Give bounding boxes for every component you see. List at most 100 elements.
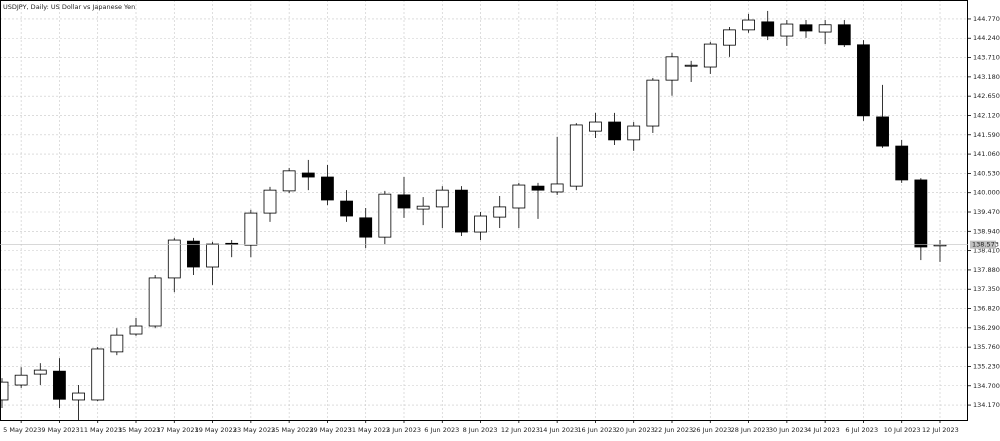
candle-body: [14, 374, 28, 386]
x-tick-label: 23 May 2023: [233, 426, 275, 434]
y-tick-label: 142.650: [973, 92, 1000, 100]
candle-body: [72, 392, 85, 401]
y-tick-label: 143.710: [973, 54, 1000, 62]
x-tick-label: 30 Jun 2023: [769, 426, 808, 434]
candle-body: [148, 277, 162, 327]
y-tick-label: 140.000: [973, 189, 1000, 197]
candle-body: [455, 189, 468, 233]
x-tick-label: 9 May 2023: [41, 426, 79, 434]
candle-body: [110, 334, 124, 353]
y-tick-label: 141.060: [973, 150, 1000, 158]
y-tick-label: 137.350: [973, 285, 1000, 293]
x-tick-label: 10 Jul 2023: [884, 426, 921, 434]
current-price-box: [970, 240, 996, 249]
y-tick-label: 141.590: [973, 131, 1000, 139]
candle-body: [321, 176, 334, 201]
candle-body: [531, 185, 545, 191]
candle-body: [397, 194, 411, 209]
candles: [0, 10, 947, 420]
candle-body: [761, 21, 775, 37]
current-price-label: 138.573: [972, 241, 999, 249]
y-tick-label: 138.410: [973, 247, 1000, 255]
candle-body: [167, 239, 181, 279]
y-tick-label: 144.240: [973, 34, 1000, 42]
y-tick-label: 135.230: [973, 362, 1000, 370]
y-tick-label: 137.880: [973, 266, 1000, 274]
x-tick-label: 8 Jun 2023: [463, 426, 498, 434]
x-tick-label: 12 Jun 2023: [501, 426, 540, 434]
candle-body: [627, 125, 641, 141]
x-tick-label: 25 May 2023: [271, 426, 313, 434]
x-tick-label: 19 May 2023: [195, 426, 237, 434]
candle-body: [282, 170, 296, 192]
x-tick-label: 28 Jun 2023: [731, 426, 770, 434]
candle-body: [91, 348, 105, 401]
candle-body: [550, 183, 564, 193]
candle-body: [646, 79, 660, 127]
x-tick-label: 14 Jun 2023: [539, 426, 578, 434]
y-tick-label: 138.940: [973, 227, 1000, 235]
candle-body: [723, 29, 736, 46]
candle-body: [857, 44, 870, 117]
candle-body: [474, 215, 487, 233]
y-tick-label: 139.470: [973, 208, 1000, 216]
candle-body: [742, 19, 755, 31]
grid: [0, 0, 968, 420]
candle-body: [512, 184, 526, 209]
candle-body: [435, 189, 449, 208]
y-tick-label: 143.180: [973, 73, 1000, 81]
candle-body: [684, 64, 698, 67]
candle-body: [340, 200, 353, 217]
candle-body: [416, 205, 430, 210]
x-tick-label: 31 May 2023: [348, 426, 390, 434]
candle-body: [187, 240, 200, 268]
plot-frame: [0, 0, 968, 421]
x-tick-label: 5 May 2023: [3, 426, 41, 434]
x-tick-label: 20 Jun 2023: [616, 426, 655, 434]
x-tick-label: 11 May 2023: [80, 426, 122, 434]
candle-body: [799, 24, 813, 32]
x-tick-label: 2 Jun 2023: [386, 426, 421, 434]
candle-body: [914, 179, 928, 248]
y-tick-label: 140.530: [973, 169, 1000, 177]
candle-body: [876, 116, 889, 147]
y-tick-label: 144.770: [973, 15, 1000, 23]
candle-body: [780, 23, 794, 37]
candle-body: [33, 369, 47, 375]
x-tick-label: 29 May 2023: [309, 426, 351, 434]
y-tick-label: 134.700: [973, 382, 1000, 390]
candle-body: [837, 24, 851, 46]
candle-body: [301, 172, 315, 178]
y-tick-label: 135.760: [973, 343, 1000, 351]
candle-body: [569, 124, 583, 187]
candle-body: [263, 189, 277, 214]
y-tick-label: 136.290: [973, 324, 1000, 332]
x-tick-label: 15 May 2023: [118, 426, 160, 434]
candle-body: [225, 242, 239, 245]
candle-body: [129, 325, 143, 335]
x-tick-label: 26 Jun 2023: [692, 426, 731, 434]
y-tick-label: 134.170: [973, 401, 1000, 409]
x-tick-label: 22 Jun 2023: [654, 426, 693, 434]
chart-title: USDJPY, Daily: US Dollar vs Japanese Yen: [3, 3, 135, 11]
candle-body: [206, 243, 219, 268]
candle-body: [608, 121, 621, 141]
candle-body: [589, 121, 602, 132]
candle-body: [378, 193, 392, 238]
candle-body: [818, 24, 832, 33]
candle-body: [703, 43, 717, 68]
candle-body: [359, 217, 373, 238]
y-tick-label: 136.820: [973, 305, 1000, 313]
candle-body: [895, 145, 909, 181]
x-tick-label: 6 Jul 2023: [845, 426, 878, 434]
candle-body: [0, 381, 9, 401]
x-tick-label: 4 Jul 2023: [807, 426, 840, 434]
candle-body: [53, 370, 66, 400]
x-tick-label: 12 Jul 2023: [922, 426, 959, 434]
x-tick-label: 16 Jun 2023: [577, 426, 616, 434]
candle-body: [493, 206, 507, 218]
y-tick-label: 142.120: [973, 111, 1000, 119]
x-tick-label: 6 Jun 2023: [424, 426, 459, 434]
